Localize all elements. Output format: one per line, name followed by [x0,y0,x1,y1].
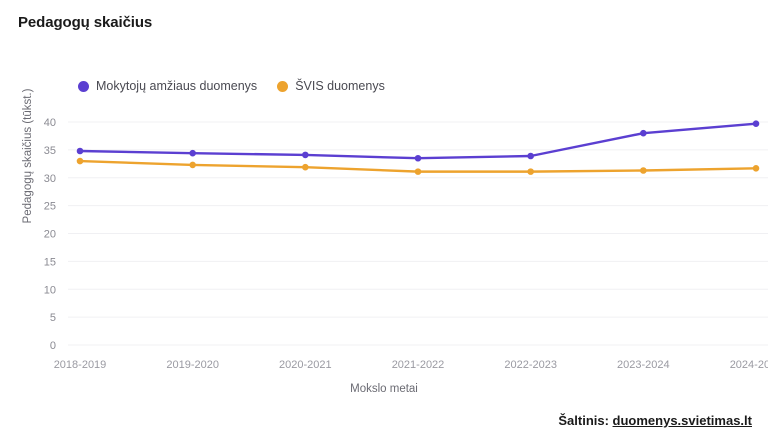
source-link[interactable]: duomenys.svietimas.lt [612,413,752,428]
data-point[interactable] [76,147,84,155]
data-point[interactable] [414,168,422,175]
y-tick-label: 35 [44,145,56,157]
y-tick-label: 30 [44,173,56,185]
legend-dot-icon [277,80,289,92]
legend-item-label: ŠVIS duomenys [295,79,385,93]
data-point[interactable] [640,167,647,174]
y-tick-label: 10 [44,284,56,296]
x-tick-label: 2019-2020 [166,359,219,371]
data-point[interactable] [302,151,309,159]
x-tick-label: 2018-2019 [54,359,107,371]
series-line-0 [78,122,758,160]
y-tick-label: 0 [50,340,56,352]
y-tick-label: 5 [50,312,56,324]
data-point[interactable] [527,152,534,160]
y-tick-label: 20 [44,229,56,241]
x-tick-label: 2023-2024 [617,359,670,371]
legend-item-mokytoju-amziaus[interactable]: Mokytojų amžiaus duomenys [78,79,257,93]
data-point[interactable] [752,164,760,172]
y-tick-label: 40 [44,117,56,129]
x-axis-label: Mokslo metai [350,383,418,395]
legend-dot-icon [78,80,89,92]
data-point[interactable] [302,163,309,171]
legend-item-label: Mokytojų amžiaus duomenys [96,79,258,93]
x-tick-label: 2022-2023 [504,359,557,371]
data-point[interactable] [189,161,196,169]
data-point[interactable] [189,149,196,157]
data-point[interactable] [640,129,647,137]
data-point[interactable] [76,157,84,165]
data-point[interactable] [414,154,422,162]
data-point[interactable] [752,120,760,127]
legend-item-svis[interactable]: ŠVIS duomenys [277,79,385,93]
y-tick-label: 15 [44,256,56,268]
x-tick-label: 2021-2022 [392,359,445,371]
y-tick-label: 25 [44,201,56,213]
page-title: Pedagogų skaičius [18,14,153,31]
source-note: Šaltinis: duomenys.svietimas.lt [558,413,752,428]
data-point[interactable] [527,168,534,175]
source-prefix: Šaltinis: [558,413,613,428]
x-tick-label: 2020-2021 [279,359,332,371]
chart-legend: Mokytojų amžiaus duomenys ŠVIS duomenys [78,79,385,93]
